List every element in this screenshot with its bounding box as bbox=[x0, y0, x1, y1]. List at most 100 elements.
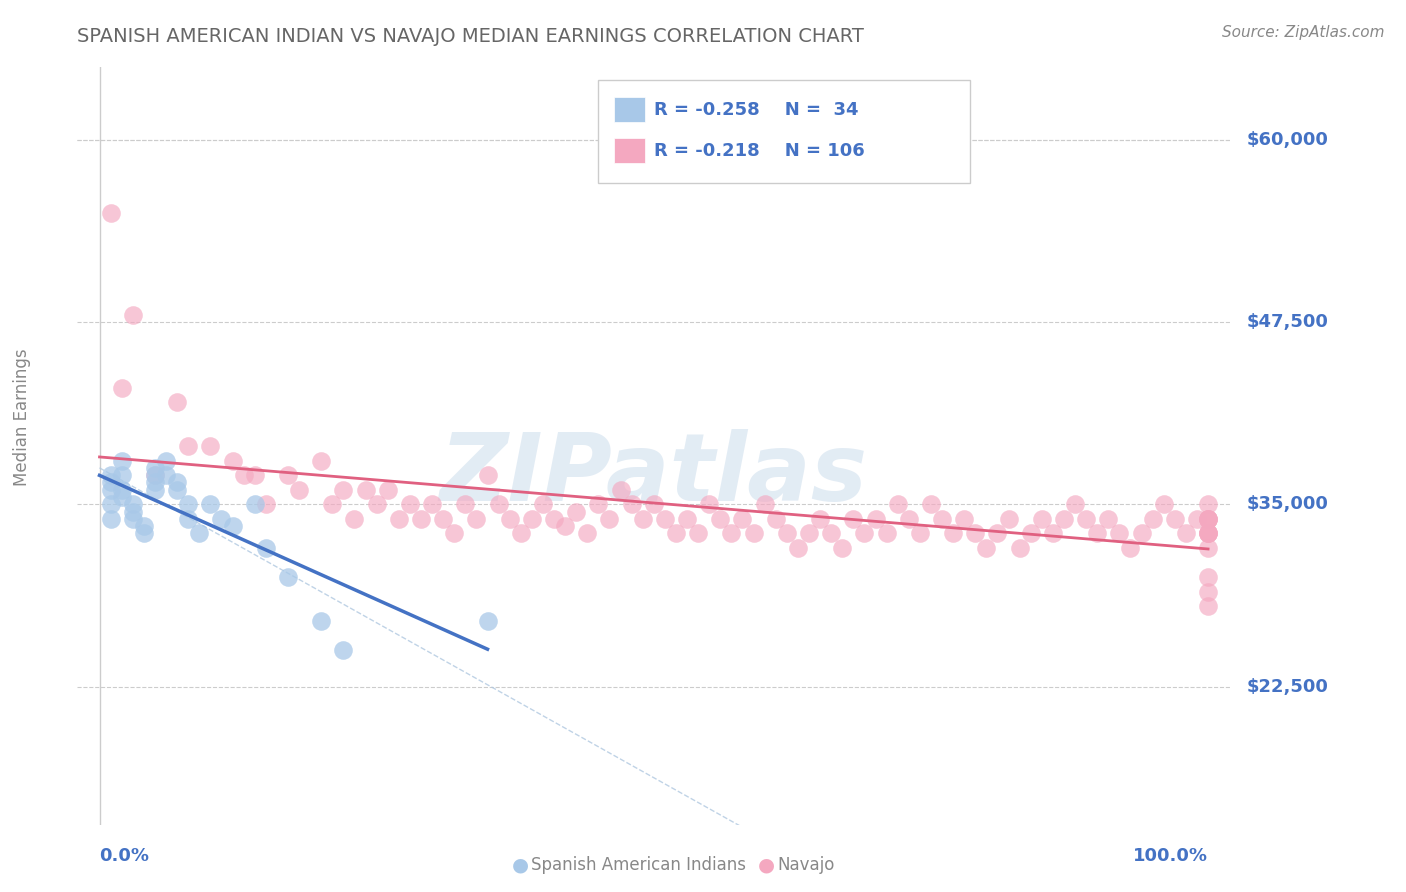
Point bbox=[1008, 541, 1031, 555]
Point bbox=[976, 541, 998, 555]
Point bbox=[776, 526, 799, 541]
Point bbox=[631, 512, 654, 526]
Point bbox=[143, 461, 166, 475]
Point bbox=[1174, 526, 1197, 541]
Point bbox=[765, 512, 787, 526]
Point bbox=[499, 512, 522, 526]
Point bbox=[243, 497, 266, 511]
Point bbox=[100, 205, 122, 219]
Text: ZIPatlas: ZIPatlas bbox=[440, 429, 868, 521]
Text: 100.0%: 100.0% bbox=[1133, 847, 1208, 865]
Point bbox=[886, 497, 908, 511]
Point bbox=[121, 512, 143, 526]
Point bbox=[565, 505, 588, 519]
Point bbox=[188, 526, 211, 541]
Text: R = -0.258    N =  34: R = -0.258 N = 34 bbox=[654, 101, 858, 119]
Text: $35,000: $35,000 bbox=[1247, 495, 1329, 513]
Point bbox=[1053, 512, 1076, 526]
Text: Source: ZipAtlas.com: Source: ZipAtlas.com bbox=[1222, 25, 1385, 40]
Text: 0.0%: 0.0% bbox=[100, 847, 149, 865]
Point bbox=[277, 570, 299, 584]
Point bbox=[200, 497, 222, 511]
Point bbox=[797, 526, 820, 541]
Point bbox=[1108, 526, 1130, 541]
Point bbox=[100, 475, 122, 490]
Point bbox=[166, 483, 188, 497]
Point bbox=[676, 512, 699, 526]
Point bbox=[520, 512, 543, 526]
Point bbox=[1164, 512, 1187, 526]
Point bbox=[665, 526, 688, 541]
Point bbox=[277, 468, 299, 483]
Point bbox=[1197, 497, 1219, 511]
Point bbox=[309, 614, 332, 628]
Point bbox=[100, 483, 122, 497]
Point bbox=[620, 497, 643, 511]
Point bbox=[254, 497, 277, 511]
Point bbox=[332, 483, 354, 497]
Point bbox=[132, 526, 155, 541]
Point bbox=[876, 526, 898, 541]
Point bbox=[121, 505, 143, 519]
Point bbox=[808, 512, 831, 526]
Point bbox=[111, 490, 134, 504]
Point bbox=[243, 468, 266, 483]
Point bbox=[1197, 512, 1219, 526]
Text: $60,000: $60,000 bbox=[1247, 131, 1329, 149]
Point bbox=[1197, 584, 1219, 599]
Text: SPANISH AMERICAN INDIAN VS NAVAJO MEDIAN EARNINGS CORRELATION CHART: SPANISH AMERICAN INDIAN VS NAVAJO MEDIAN… bbox=[77, 27, 865, 45]
Point bbox=[643, 497, 665, 511]
Point bbox=[1197, 526, 1219, 541]
Point bbox=[965, 526, 987, 541]
Point bbox=[343, 512, 366, 526]
Point bbox=[697, 497, 720, 511]
Point bbox=[754, 497, 776, 511]
Point bbox=[1185, 512, 1208, 526]
Point bbox=[111, 483, 134, 497]
Point bbox=[1130, 526, 1153, 541]
Point bbox=[100, 468, 122, 483]
Point bbox=[254, 541, 277, 555]
Point bbox=[688, 526, 710, 541]
Point bbox=[121, 497, 143, 511]
Point bbox=[731, 512, 754, 526]
Text: ●: ● bbox=[758, 855, 775, 875]
Point bbox=[1197, 512, 1219, 526]
Point bbox=[1042, 526, 1064, 541]
Point bbox=[654, 512, 676, 526]
Point bbox=[720, 526, 742, 541]
Point bbox=[543, 512, 565, 526]
Point bbox=[111, 453, 134, 467]
Point bbox=[166, 395, 188, 409]
Point bbox=[598, 512, 620, 526]
Point bbox=[576, 526, 599, 541]
Point bbox=[1197, 526, 1219, 541]
Point bbox=[897, 512, 920, 526]
Point bbox=[1085, 526, 1108, 541]
Point bbox=[211, 512, 233, 526]
Point bbox=[409, 512, 432, 526]
Point bbox=[143, 468, 166, 483]
Text: ●: ● bbox=[512, 855, 529, 875]
Point bbox=[1197, 599, 1219, 614]
Point bbox=[1019, 526, 1042, 541]
Point bbox=[853, 526, 876, 541]
Text: $22,500: $22,500 bbox=[1247, 678, 1329, 696]
Point bbox=[166, 475, 188, 490]
Point bbox=[908, 526, 931, 541]
Point bbox=[155, 453, 177, 467]
Point bbox=[309, 453, 332, 467]
Point bbox=[1153, 497, 1175, 511]
Point bbox=[588, 497, 610, 511]
Point bbox=[509, 526, 531, 541]
Point bbox=[1197, 541, 1219, 555]
Point bbox=[477, 614, 499, 628]
Text: Navajo: Navajo bbox=[778, 856, 835, 874]
Point bbox=[986, 526, 1008, 541]
Point bbox=[709, 512, 731, 526]
Point bbox=[953, 512, 976, 526]
Point bbox=[465, 512, 488, 526]
Point bbox=[1197, 526, 1219, 541]
Point bbox=[332, 643, 354, 657]
Point bbox=[1064, 497, 1087, 511]
